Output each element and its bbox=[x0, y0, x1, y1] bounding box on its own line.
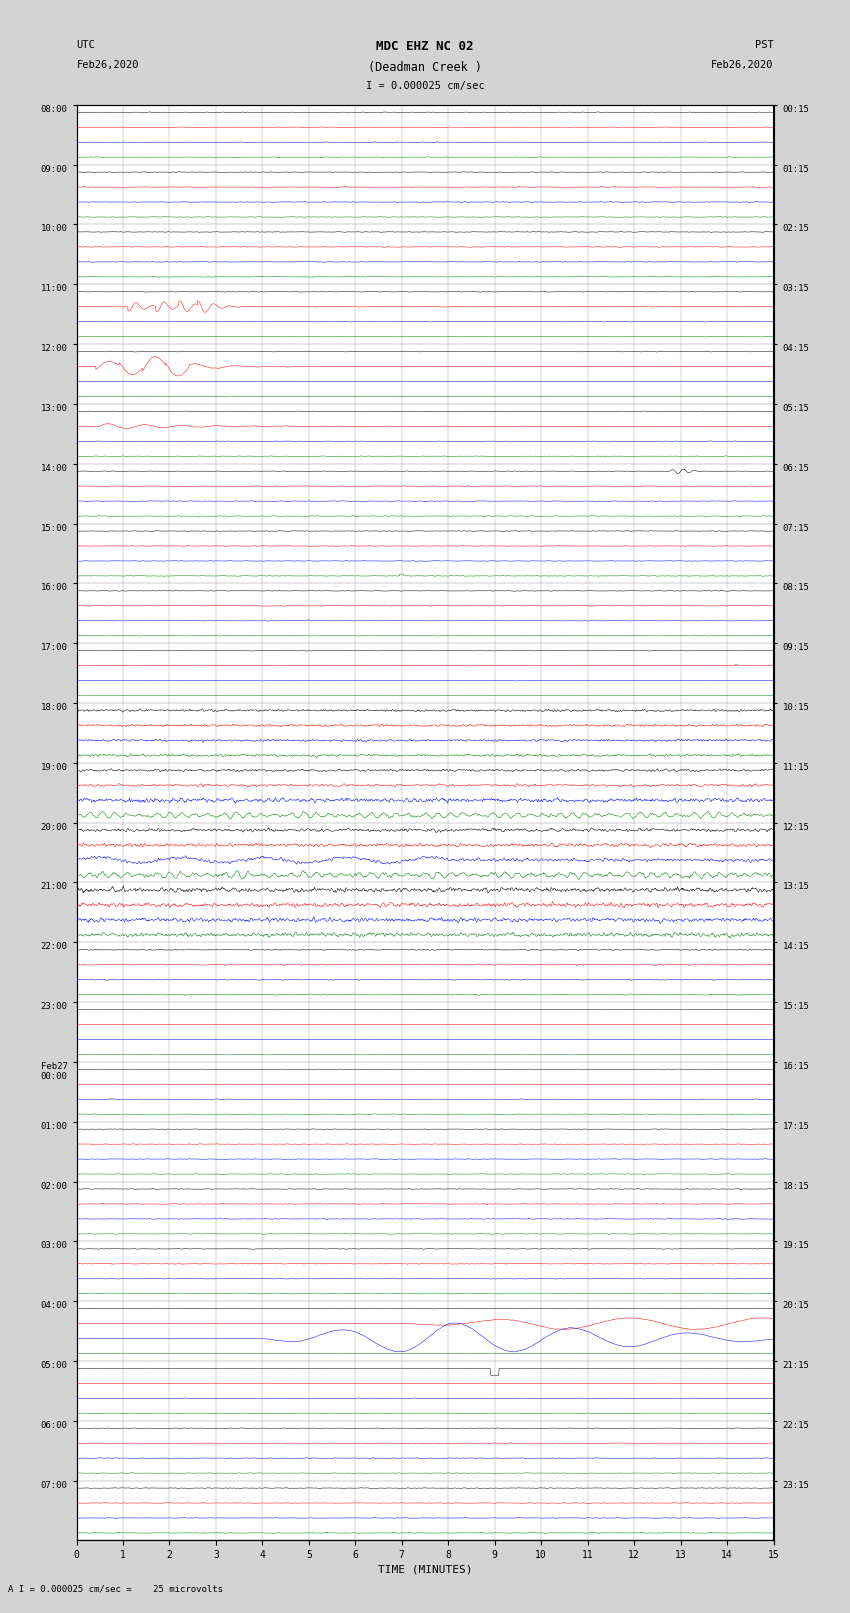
Text: MDC EHZ NC 02: MDC EHZ NC 02 bbox=[377, 40, 473, 53]
Text: UTC: UTC bbox=[76, 40, 95, 50]
Text: A I = 0.000025 cm/sec =    25 microvolts: A I = 0.000025 cm/sec = 25 microvolts bbox=[8, 1584, 224, 1594]
Text: PST: PST bbox=[755, 40, 774, 50]
Text: I = 0.000025 cm/sec: I = 0.000025 cm/sec bbox=[366, 81, 484, 90]
Text: Feb26,2020: Feb26,2020 bbox=[711, 60, 774, 69]
Text: (Deadman Creek ): (Deadman Creek ) bbox=[368, 61, 482, 74]
Text: Feb26,2020: Feb26,2020 bbox=[76, 60, 139, 69]
X-axis label: TIME (MINUTES): TIME (MINUTES) bbox=[377, 1565, 473, 1574]
